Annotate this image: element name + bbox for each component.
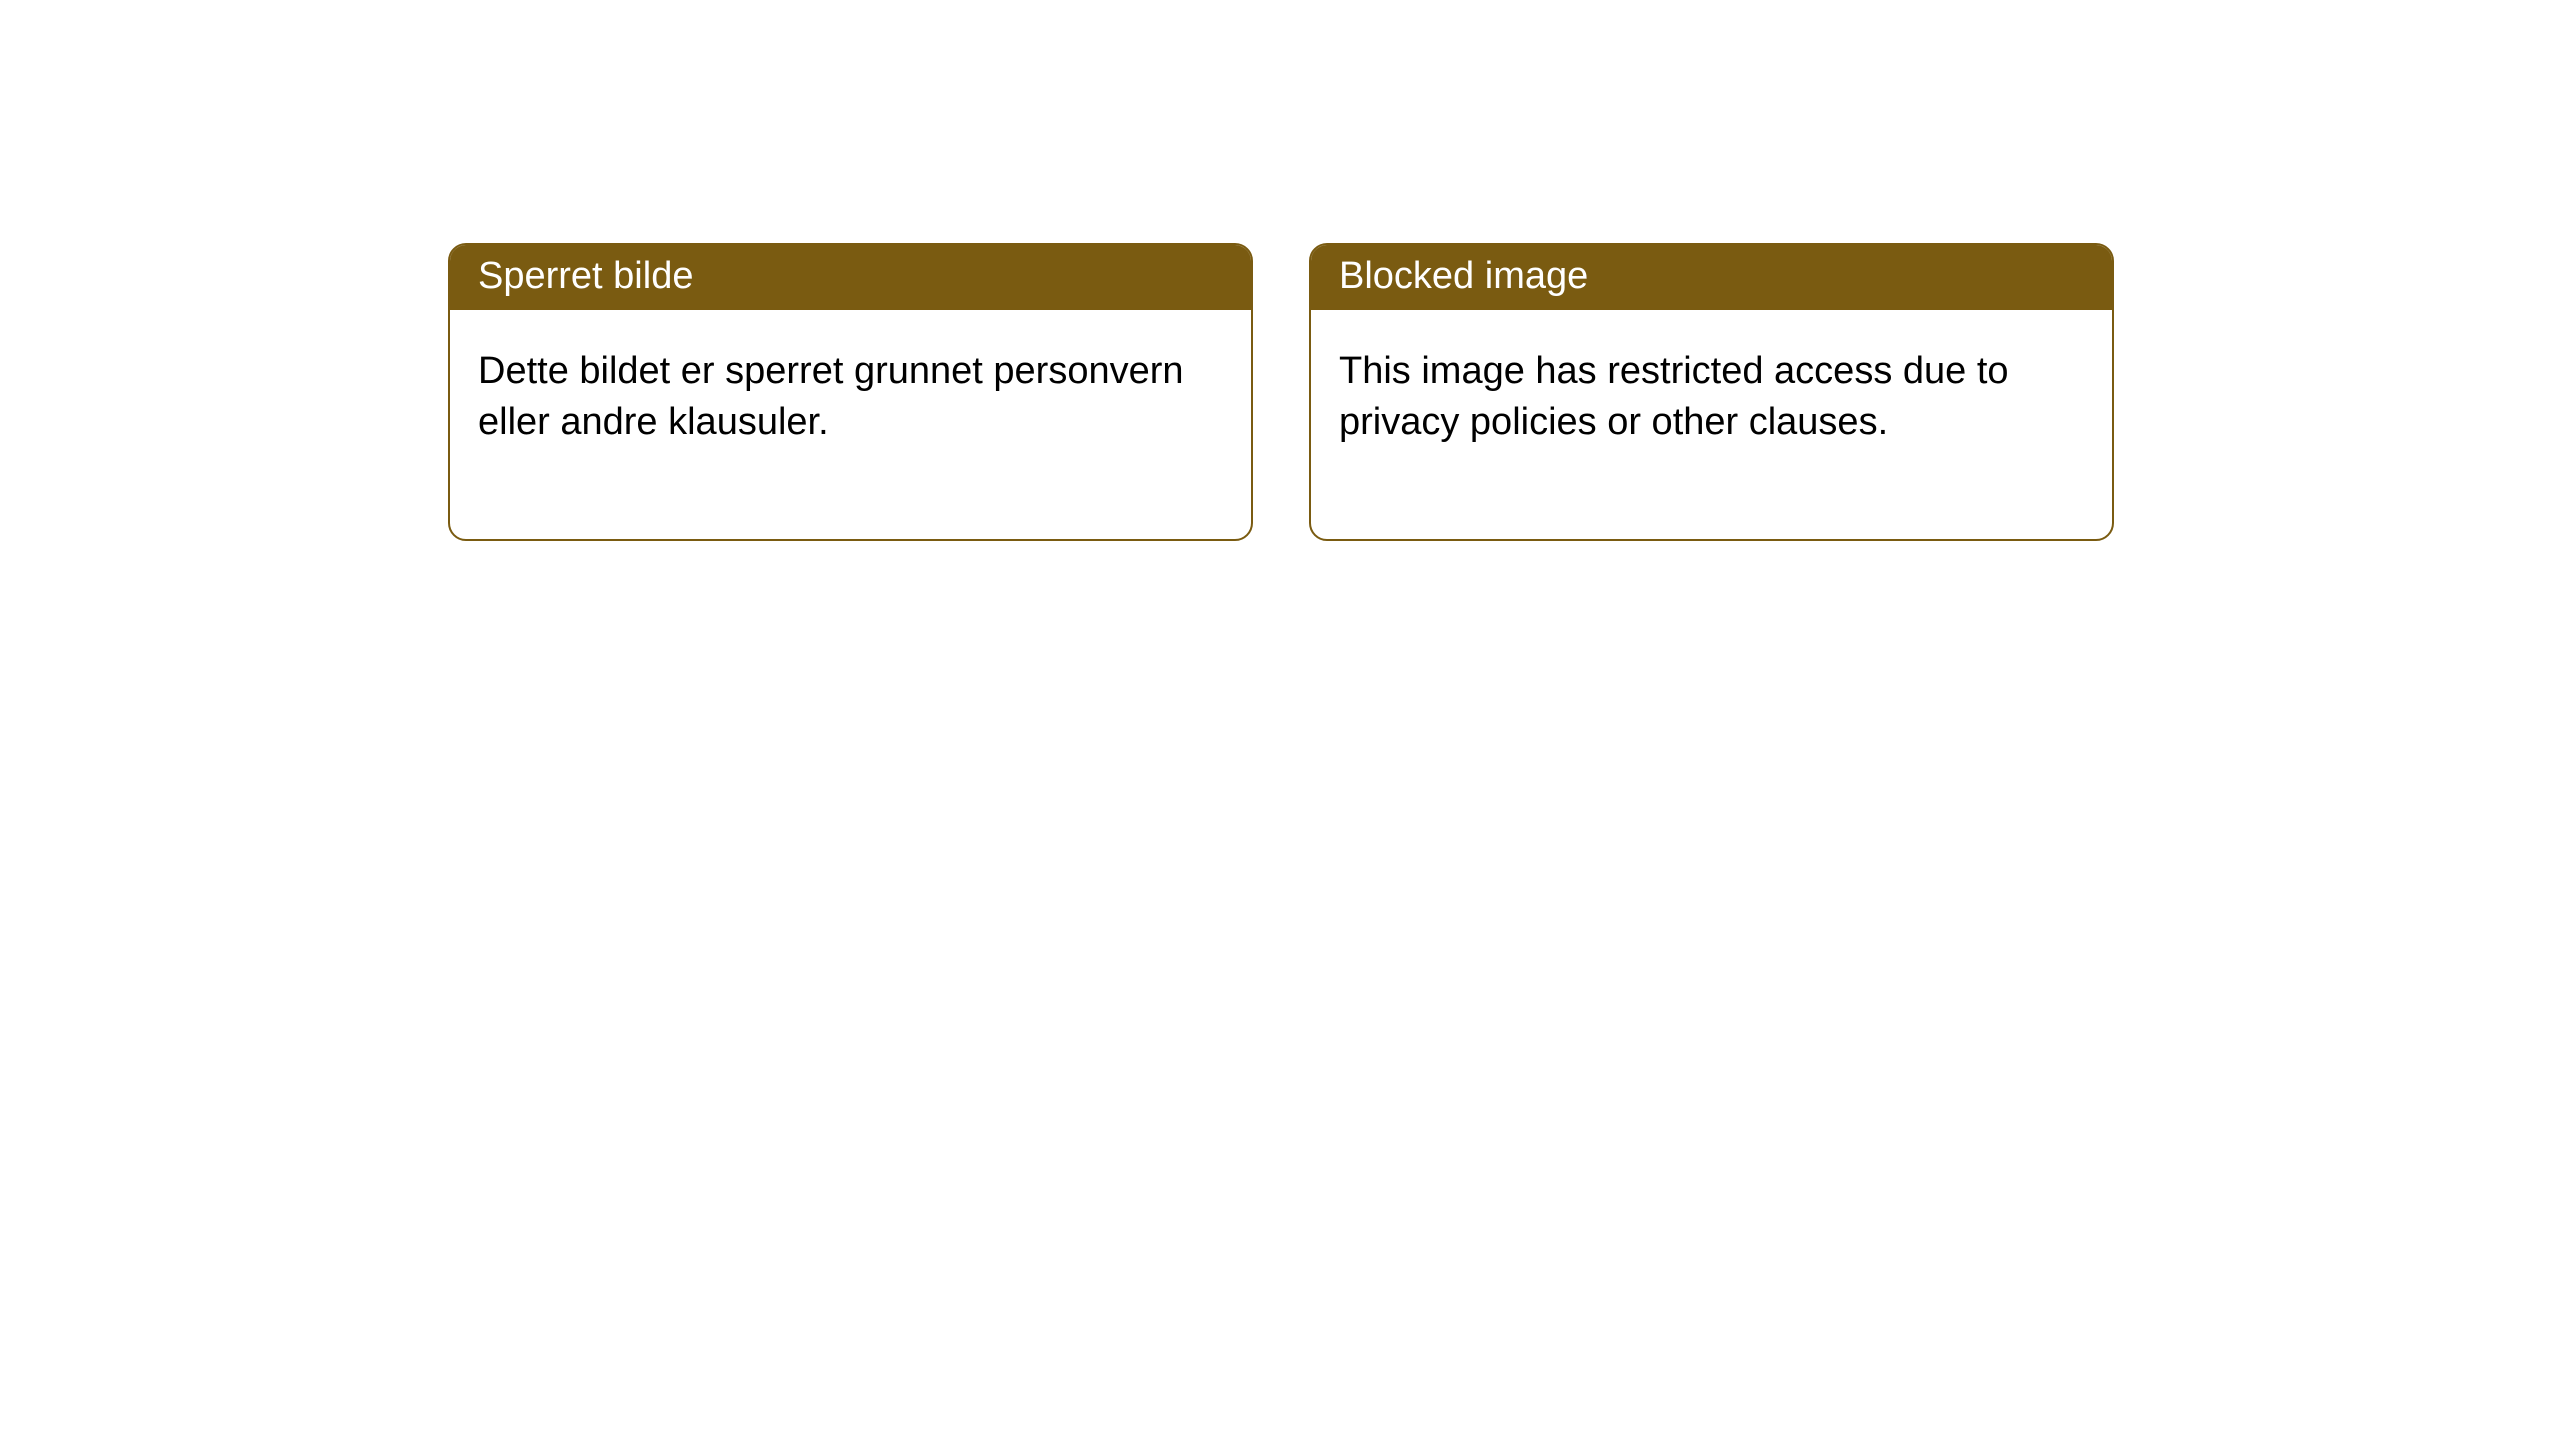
notice-container: Sperret bilde Dette bildet er sperret gr… — [0, 0, 2560, 541]
notice-card-body: This image has restricted access due to … — [1311, 310, 2112, 539]
notice-card-english: Blocked image This image has restricted … — [1309, 243, 2114, 541]
notice-card-body: Dette bildet er sperret grunnet personve… — [450, 310, 1251, 539]
notice-card-title: Blocked image — [1311, 245, 2112, 310]
notice-card-norwegian: Sperret bilde Dette bildet er sperret gr… — [448, 243, 1253, 541]
notice-card-title: Sperret bilde — [450, 245, 1251, 310]
